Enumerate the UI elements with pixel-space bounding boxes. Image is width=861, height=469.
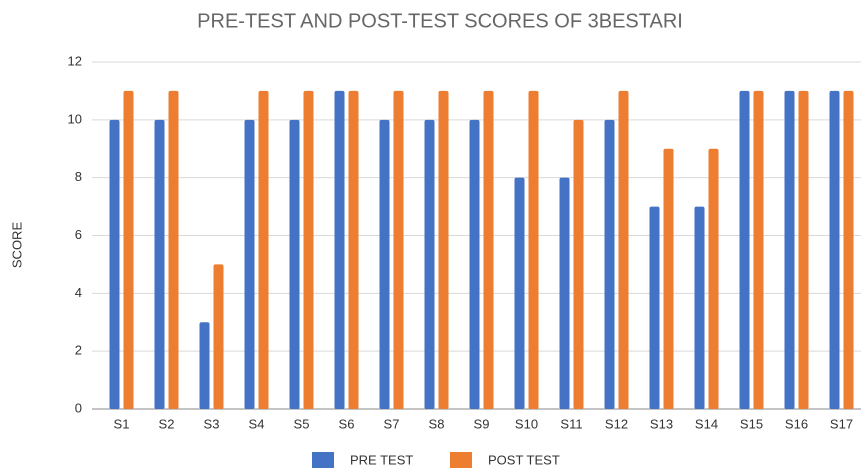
bar [348,90,359,410]
bar [798,90,809,410]
y-axis-label: SCORE [9,222,24,269]
x-tick-label: S4 [249,416,265,431]
bar [514,177,525,409]
bar [649,206,660,409]
y-tick-label: 2 [75,343,82,358]
y-tick-label: 0 [75,400,82,415]
chart-title: PRE-TEST AND POST-TEST SCORES OF 3BESTAR… [197,10,683,32]
x-tick-label: S12 [605,416,628,431]
y-tick-label: 12 [68,53,82,68]
bar [469,119,480,409]
bar [604,119,615,409]
x-tick-label: S10 [515,416,538,431]
bar [154,119,165,409]
bar [379,119,390,409]
bar [829,90,840,410]
x-tick-label: S6 [339,416,355,431]
bar [663,148,674,409]
x-tick-label: S11 [560,416,582,431]
x-tick-label: S9 [474,416,490,431]
bar [334,90,345,410]
bar [244,119,255,409]
legend-label: PRE TEST [350,452,413,467]
bar [784,90,795,410]
x-tick-label: S16 [785,416,808,431]
bar [694,206,705,409]
bar [213,264,224,409]
bar [483,90,494,410]
bar [438,90,449,410]
x-tick-label: S1 [114,416,130,431]
x-tick-label: S3 [204,416,220,431]
x-tick-label: S17 [830,416,853,431]
x-tick-label: S15 [740,416,763,431]
bar [708,148,719,409]
bar [199,322,210,409]
bar [753,90,764,410]
bar [559,177,570,409]
bar [109,119,120,409]
y-tick-label: 10 [68,111,82,126]
bar [258,90,269,410]
bar [843,90,854,410]
bar [424,119,435,409]
bar [168,90,179,410]
bar [573,119,584,409]
bar [123,90,134,410]
bar [528,90,539,410]
bar [303,90,314,410]
bar [618,90,629,410]
legend-swatch [312,452,334,468]
x-tick-label: S2 [159,416,175,431]
x-tick-label: S7 [384,416,400,431]
x-tick-label: S13 [650,416,673,431]
y-tick-label: 6 [75,227,82,242]
bar [393,90,404,410]
x-tick-label: S8 [429,416,445,431]
bar [739,90,750,410]
x-tick-label: S14 [695,416,718,431]
legend-label: POST TEST [488,452,560,467]
x-tick-label: S5 [294,416,310,431]
bar [289,119,300,409]
legend-swatch [450,452,472,468]
y-tick-label: 4 [75,285,82,300]
y-tick-label: 8 [75,169,82,184]
